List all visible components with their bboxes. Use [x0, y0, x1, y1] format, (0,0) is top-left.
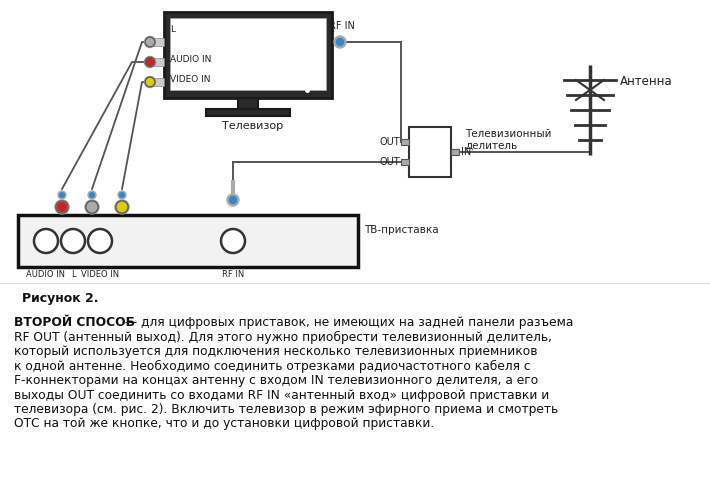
Circle shape	[58, 203, 67, 212]
Bar	[18, 215, 358, 267]
Circle shape	[89, 193, 94, 198]
Bar	[451, 149, 459, 155]
Circle shape	[55, 200, 69, 214]
Bar	[238, 98, 258, 109]
Text: OUT: OUT	[379, 137, 400, 147]
Circle shape	[118, 191, 126, 199]
Circle shape	[34, 229, 58, 253]
Bar	[401, 159, 409, 165]
Circle shape	[85, 200, 99, 214]
Circle shape	[88, 229, 112, 253]
Circle shape	[146, 58, 153, 65]
Text: ТВ-приставка: ТВ-приставка	[364, 225, 439, 235]
Text: к одной антенне. Необходимо соединить отрезками радиочастотного кабеля с: к одной антенне. Необходимо соединить от…	[14, 359, 530, 373]
Circle shape	[87, 203, 97, 212]
Circle shape	[88, 191, 96, 199]
Text: Телевизор: Телевизор	[222, 121, 283, 131]
Circle shape	[146, 78, 153, 85]
Text: L: L	[170, 25, 175, 34]
Bar	[150, 58, 164, 66]
Text: ВТОРОЙ СПОСОБ: ВТОРОЙ СПОСОБ	[14, 316, 135, 329]
Text: F-коннекторами на концах антенну с входом IN телевизионного делителя, а его: F-коннекторами на концах антенну с входо…	[14, 374, 538, 387]
Text: который используется для подключения несколько телевизионных приемников: который используется для подключения нес…	[14, 345, 537, 358]
Text: делитель: делитель	[465, 141, 518, 151]
Text: выходы OUT соединить со входами RF IN «антенный вход» цифровой приставки и: выходы OUT соединить со входами RF IN «а…	[14, 389, 550, 402]
Circle shape	[221, 229, 245, 253]
Text: VIDEO IN: VIDEO IN	[81, 270, 119, 279]
Text: — для цифровых приставок, не имеющих на задней панели разъема: — для цифровых приставок, не имеющих на …	[121, 316, 574, 329]
Bar	[150, 38, 164, 46]
Circle shape	[119, 193, 124, 198]
Text: VIDEO IN: VIDEO IN	[170, 74, 210, 83]
Text: AUDIO IN: AUDIO IN	[26, 270, 65, 279]
Bar	[150, 78, 164, 86]
Circle shape	[60, 193, 65, 198]
Bar	[401, 139, 409, 145]
Circle shape	[58, 191, 66, 199]
Circle shape	[227, 194, 239, 206]
Bar	[206, 109, 290, 116]
Text: Рисунок 2.: Рисунок 2.	[22, 292, 99, 305]
Circle shape	[117, 203, 126, 212]
Text: IN: IN	[461, 147, 471, 157]
Circle shape	[146, 38, 153, 45]
Circle shape	[334, 36, 346, 48]
Circle shape	[145, 36, 155, 47]
Bar	[409, 127, 451, 177]
Circle shape	[145, 76, 155, 87]
Text: L: L	[71, 270, 75, 279]
Text: RF IN: RF IN	[222, 270, 244, 279]
Circle shape	[115, 200, 129, 214]
Text: RF OUT (антенный выход). Для этого нужно приобрести телевизионный делитель,: RF OUT (антенный выход). Для этого нужно…	[14, 330, 552, 344]
Text: Телевизионный: Телевизионный	[465, 129, 552, 139]
Circle shape	[61, 229, 85, 253]
Circle shape	[337, 38, 344, 45]
Text: телевизора (см. рис. 2). Включить телевизор в режим эфирного приема и смотреть: телевизора (см. рис. 2). Включить телеви…	[14, 403, 558, 416]
Bar	[170, 18, 326, 90]
Text: AUDIO IN: AUDIO IN	[170, 54, 212, 63]
Bar	[164, 12, 332, 98]
Text: RF IN: RF IN	[329, 21, 355, 31]
Text: Антенна: Антенна	[620, 75, 672, 88]
Circle shape	[229, 197, 236, 204]
Text: OUT: OUT	[379, 157, 400, 167]
Circle shape	[145, 56, 155, 67]
Text: ОТС на той же кнопке, что и до установки цифровой приставки.: ОТС на той же кнопке, что и до установки…	[14, 418, 435, 431]
